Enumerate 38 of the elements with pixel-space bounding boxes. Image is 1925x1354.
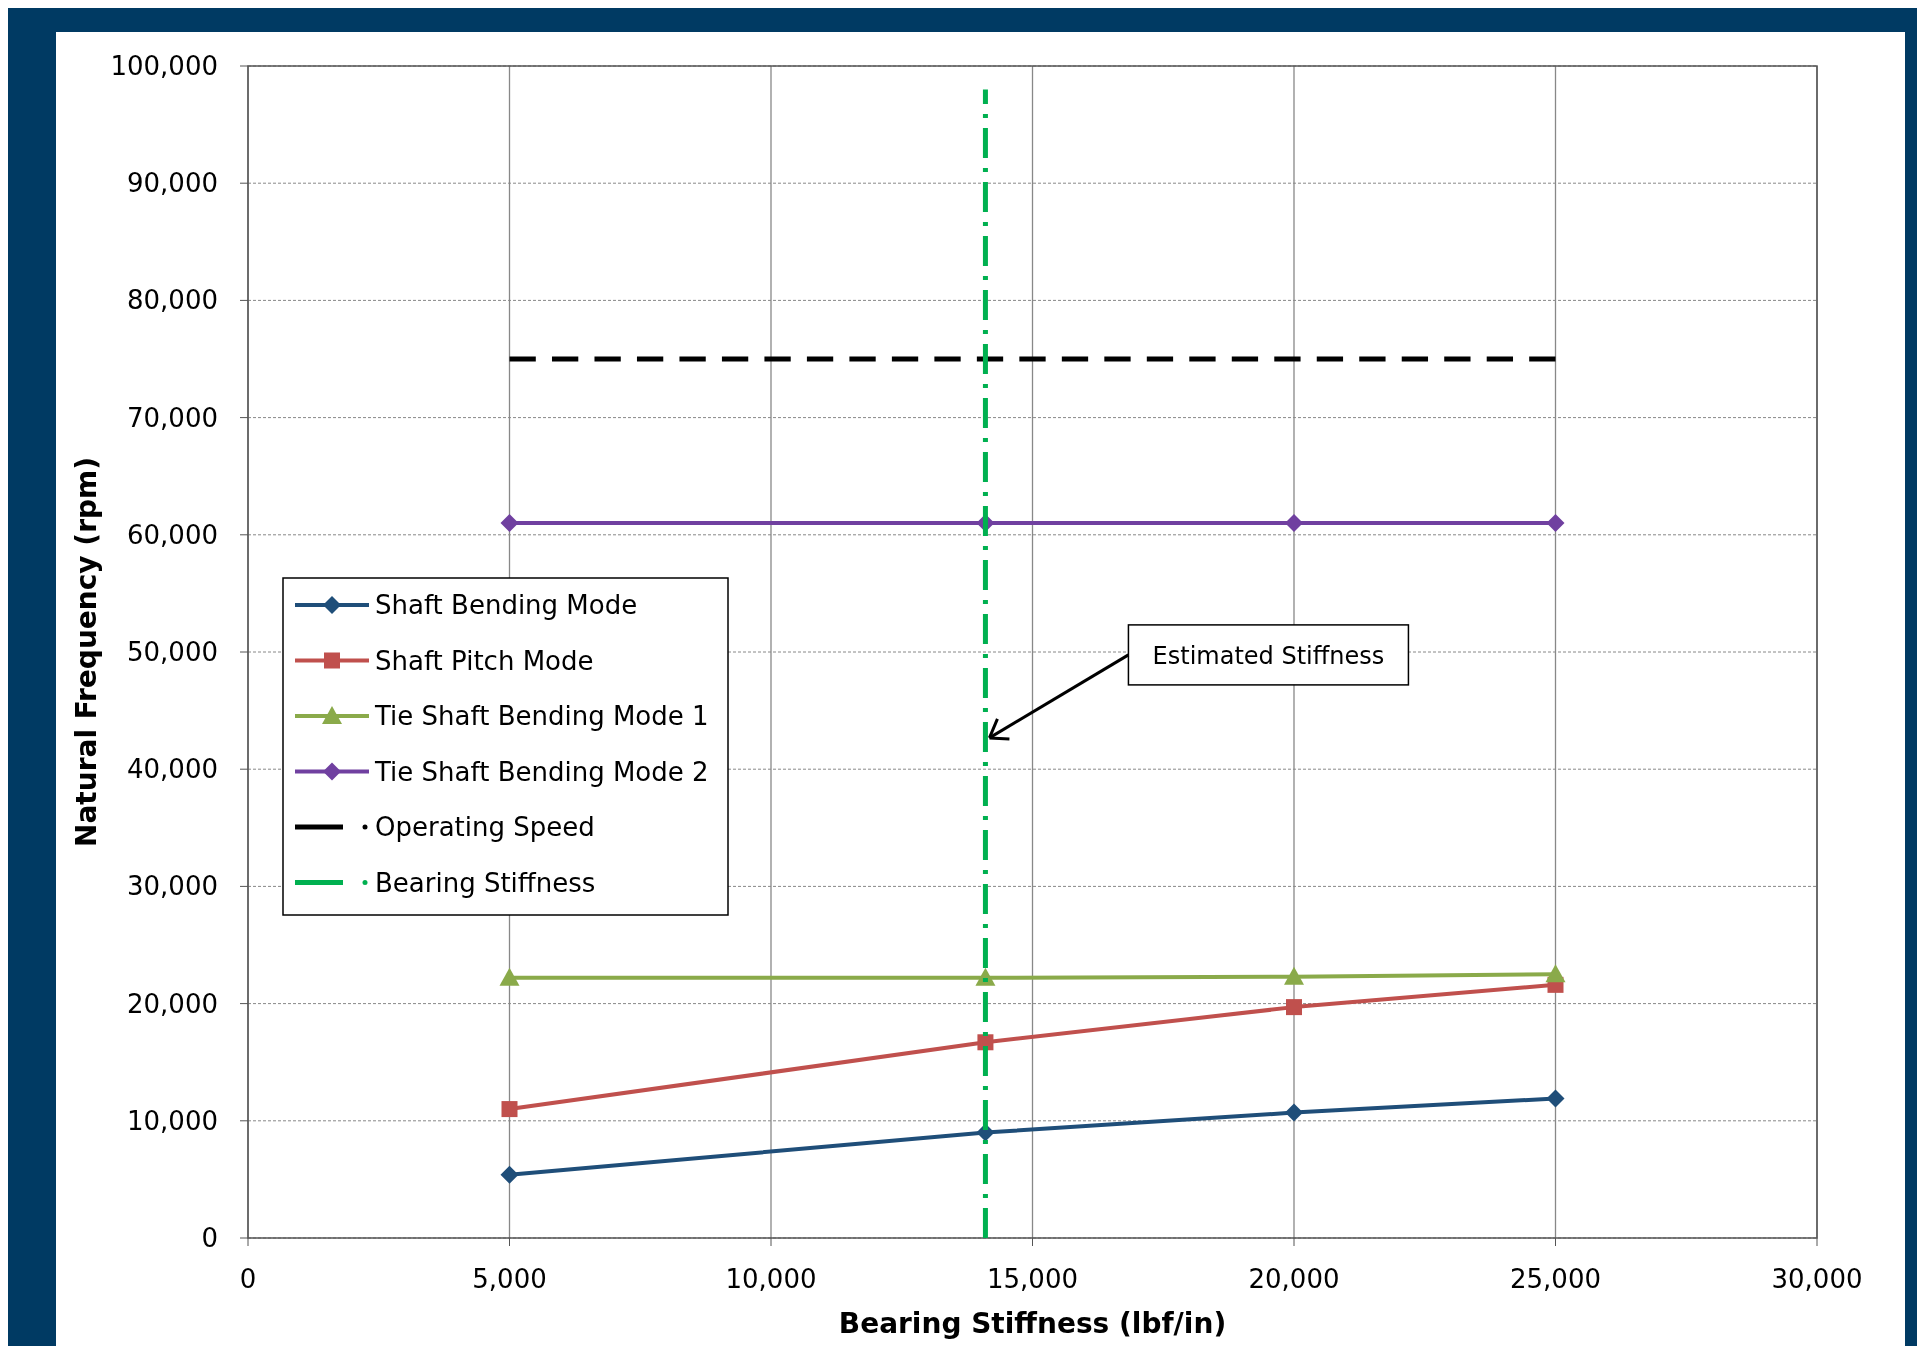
point: [1286, 999, 1302, 1016]
point: [1285, 1103, 1303, 1122]
y-tick-label: 30,000: [127, 871, 218, 902]
y-tick-label: 60,000: [127, 519, 218, 550]
y-tick-label: 0: [201, 1223, 218, 1253]
annotation: Estimated Stiffness: [1152, 641, 1385, 670]
point: [1285, 514, 1303, 533]
x-tick-label: 25,000: [1510, 1264, 1601, 1294]
y-tick-label: 10,000: [127, 1105, 218, 1136]
y-tick-label: 90,000: [127, 168, 218, 199]
y-tick-label: 20,000: [127, 988, 218, 1019]
point: [500, 1165, 519, 1184]
x-tick-label: 10,000: [725, 1264, 817, 1294]
x-tick-label: 0: [239, 1264, 257, 1294]
point: [500, 514, 519, 533]
x-tick-label: 5,000: [472, 1264, 547, 1294]
point: [1284, 966, 1304, 985]
point: [1546, 1089, 1565, 1108]
point: [1545, 964, 1566, 983]
legend-label: Tie Shaft Bending Mode 1: [374, 701, 709, 731]
y-tick-label: 80,000: [127, 285, 218, 316]
y-axis-title: Natural Frequency (rpm): [70, 457, 103, 847]
legend-label: Shaft Bending Mode: [375, 590, 638, 620]
y-tick-label: 70,000: [127, 402, 218, 433]
legend-label: Tie Shaft Bending Mode 2: [374, 756, 709, 787]
x-tick-label: 15,000: [987, 1264, 1078, 1294]
y-tick-label: 100,000: [110, 51, 218, 81]
x-tick-label: 20,000: [1248, 1264, 1340, 1294]
legend-label: Shaft Pitch Mode: [375, 645, 594, 676]
y-tick-label: 40,000: [127, 754, 218, 785]
point: [1546, 514, 1565, 533]
y-tick-label: 50,000: [127, 637, 218, 667]
point: [501, 1101, 518, 1118]
point: [499, 967, 520, 986]
x-tick-label: 30,000: [1771, 1264, 1863, 1294]
legend-label: Bearing Stiffness: [375, 867, 596, 898]
legend-label: Operating Speed: [375, 812, 595, 842]
x-axis-title: Bearing Stiffness (lbf/in): [838, 1307, 1227, 1340]
